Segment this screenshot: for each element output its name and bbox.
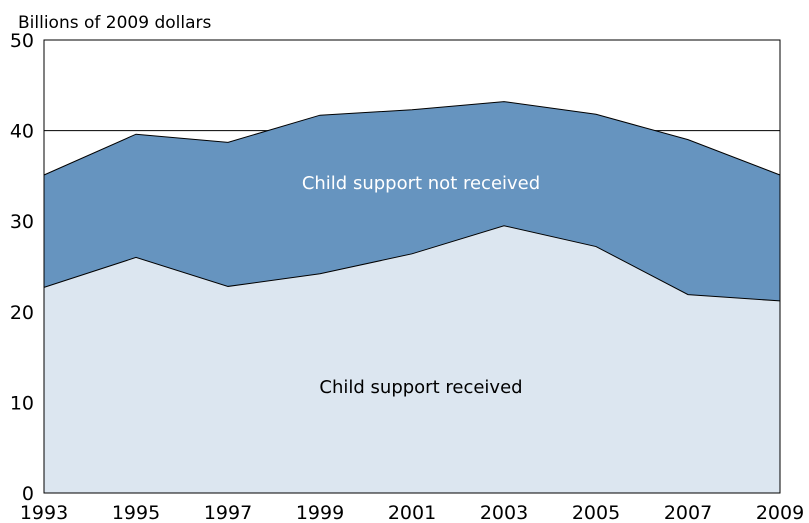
line-total: [43, 101, 781, 176]
x-tick-label: 1997: [204, 502, 252, 523]
y-tick-label: 50: [10, 30, 34, 52]
area-child-support-received-overlay: [44, 225, 780, 494]
x-tick-label: 1993: [20, 502, 68, 523]
y-tick-label: 0: [22, 483, 34, 505]
x-tick-label: 2001: [388, 502, 436, 523]
x-tick-label: 1999: [296, 502, 344, 523]
y-tick-label: 40: [10, 121, 34, 143]
x-tick-label: 2007: [664, 502, 712, 523]
y-axis-label: Billions of 2009 dollars: [18, 13, 211, 33]
y-tick-label: 10: [10, 392, 34, 414]
series-label-received: Child support received: [319, 377, 522, 398]
y-tick-label: 20: [10, 302, 34, 324]
x-tick-label: 2009: [756, 502, 804, 523]
plot-area: 0 10 20 30 40 50 1993 1995 1997 1999 2001 2003 2005 2…: [10, 30, 804, 523]
x-tick-label: 1995: [112, 502, 160, 523]
y-tick-label: 30: [10, 211, 34, 233]
area-child-support-not-received-overlay: [44, 101, 780, 301]
x-tick-label: 2005: [572, 502, 620, 523]
plot-frame: [43, 39, 781, 494]
x-tick-label: 2003: [480, 502, 528, 523]
line-received: [43, 225, 781, 302]
series-label-not-received: Child support not received: [302, 173, 540, 194]
